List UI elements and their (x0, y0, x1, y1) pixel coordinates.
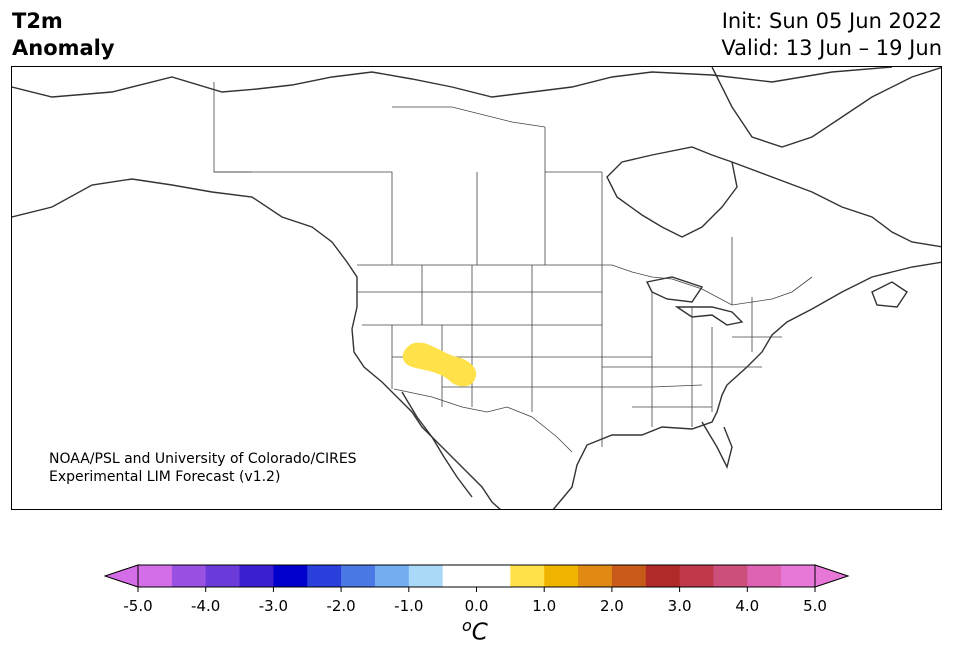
colorbar-cell (781, 565, 816, 587)
title-line-1: T2m (12, 9, 63, 33)
credit-line-2: Experimental LIM Forecast (v1.2) (49, 469, 281, 485)
unit-letter: C (471, 619, 488, 646)
forecast-dates: Init: Sun 05 Jun 2022 Valid: 13 Jun – 19… (721, 8, 942, 62)
colorbar-tick-label: -5.0 (123, 597, 153, 615)
colorbar-cell (679, 565, 714, 587)
colorbar-cell (578, 565, 613, 587)
colorbar-tick-label: -1.0 (394, 597, 424, 615)
colorbar-cell (476, 565, 511, 587)
colorbar-tick-label: 2.0 (599, 597, 624, 615)
colorbar-cell (138, 565, 173, 587)
colorbar-cell (611, 565, 647, 587)
warm-anomaly-region (402, 342, 477, 387)
colorbar-cell (442, 565, 477, 587)
colorbar-cell (239, 565, 274, 587)
north-america-map (12, 67, 941, 509)
colorbar-cell (374, 565, 410, 587)
colorbar-tick-label: -2.0 (326, 597, 356, 615)
colorbar-tick-label: -4.0 (191, 597, 221, 615)
colorbar-overflow-arrow (814, 564, 850, 588)
colorbar-cell (408, 565, 444, 587)
colorbar-tick-label: 5.0 (803, 597, 827, 615)
colorbar-cell (341, 565, 376, 587)
chart-title: T2m Anomaly (12, 8, 115, 62)
colorbar-underflow-arrow (103, 564, 139, 588)
forecast-map: NOAA/PSL and University of Colorado/CIRE… (11, 66, 942, 510)
colorbar-tick-label: 4.0 (735, 597, 760, 615)
credit-line-1: NOAA/PSL and University of Colorado/CIRE… (49, 451, 357, 467)
colorbar-cell (307, 565, 342, 587)
colorbar-tick-label: -3.0 (258, 597, 289, 615)
colorbar-cell (713, 565, 748, 587)
colorbar-cell (747, 565, 782, 587)
colorbar-tick-label: 0.0 (464, 597, 489, 615)
colorbar-cell (171, 565, 207, 587)
colorbar-tick-label: 1.0 (532, 597, 557, 615)
title-line-2: Anomaly (12, 36, 115, 60)
colorbar-tick-label: 3.0 (667, 597, 692, 615)
colorbar-cell (273, 565, 308, 587)
colorbar-tick-marks (137, 587, 816, 592)
colorbar-cell (205, 565, 241, 587)
unit-base: o (462, 616, 472, 635)
colorbar-cell (645, 565, 681, 587)
colorbar-unit: oC (462, 616, 488, 646)
init-date: Init: Sun 05 Jun 2022 (721, 9, 942, 33)
political-borders (213, 82, 813, 453)
colorbar (103, 564, 850, 592)
colorbar-cell (544, 565, 579, 587)
colorbar-cell (510, 565, 545, 587)
valid-range: Valid: 13 Jun – 19 Jun (721, 36, 942, 60)
colorbar-cells (138, 565, 816, 587)
coastlines (12, 67, 941, 509)
credit-text: NOAA/PSL and University of Colorado/CIRE… (49, 450, 357, 486)
